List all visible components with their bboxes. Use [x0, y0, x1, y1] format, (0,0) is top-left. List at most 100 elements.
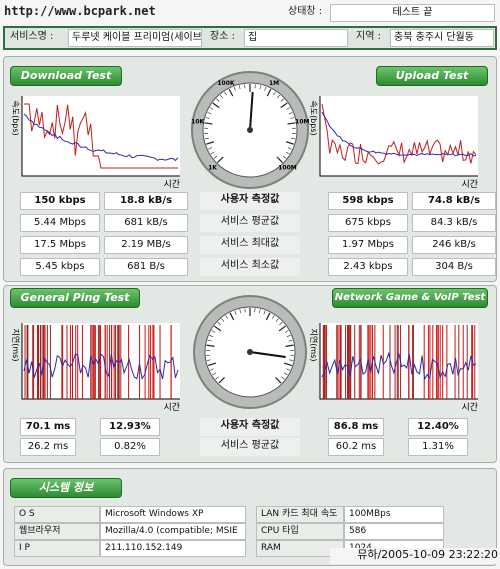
gauge-tick: [213, 155, 218, 159]
gauge-tick: [288, 112, 293, 115]
chart-area: [320, 96, 478, 176]
value-cell: 60.2 ms: [328, 438, 384, 456]
x-axis-label: 시간: [461, 402, 478, 413]
info-value: 100MBps: [344, 506, 444, 523]
gauge-tick: [216, 98, 220, 102]
gauge-tick: [206, 359, 211, 361]
gauge-tick: [259, 85, 262, 90]
chart-axis: [21, 323, 180, 400]
gauge-tick: [279, 321, 283, 326]
value-cell: 86.8 ms: [328, 418, 384, 436]
gauge-tick: [208, 147, 212, 150]
gauge-tick: [275, 318, 279, 322]
gauge-tick: [266, 88, 272, 97]
gauge-tick: [284, 362, 293, 367]
chart-area: [320, 323, 478, 399]
gauge-tick: [210, 151, 215, 155]
value-cell: 1.97 Mbps: [328, 236, 408, 254]
status-value: 테스트 끝: [330, 4, 495, 22]
gauge-tick: [286, 368, 291, 371]
gauge-tick: [264, 86, 267, 91]
value-cell: 12.40%: [408, 418, 468, 436]
row-label: 서비스 평균값: [200, 438, 300, 456]
gauge-tick: [238, 85, 241, 90]
value-cell: 150 kbps: [20, 192, 100, 210]
gauge-label: 10K: [191, 119, 204, 126]
system-info-button: 시스템 정보: [10, 478, 122, 498]
gauge-tick: [285, 151, 290, 155]
value-cell: 1.31%: [408, 438, 468, 456]
info-value: 211.110.152.149: [100, 540, 246, 557]
place-value: 집: [244, 29, 348, 47]
gauge-tick: [271, 315, 275, 319]
x-axis-label: 시간: [461, 179, 478, 190]
chart-axis: [319, 96, 478, 177]
gauge-tick: [278, 325, 286, 332]
x-axis-label: 시간: [163, 402, 180, 413]
row-label: 서비스 평균값: [200, 214, 300, 232]
gauge-tick: [205, 117, 210, 119]
gauge-label: 1M: [269, 80, 279, 87]
side-label: 손실율: [395, 418, 407, 458]
gauge-tick: [217, 156, 224, 163]
gauge-tick: [275, 377, 282, 384]
gauge-tick: [212, 102, 220, 109]
y-axis-label: 지연(ms): [11, 329, 20, 362]
value-cell: 74.8 kB/s: [412, 192, 496, 210]
info-label: 웹브라우저: [14, 523, 100, 540]
gauge-tick: [280, 98, 284, 102]
chart-axis: [21, 96, 180, 177]
gauge-tick: [283, 372, 288, 376]
value-cell: 18.8 kB/s: [104, 192, 188, 210]
value-cell: 12.93%: [100, 418, 160, 436]
row-label: 사용자 측정값: [200, 192, 300, 210]
gauge-tick: [282, 155, 287, 159]
gauge-tick: [290, 117, 295, 119]
info-label: CPU 타입: [256, 523, 344, 540]
trace-blue: [23, 353, 179, 380]
side-label: 지연: [7, 418, 19, 458]
gauge-tick: [211, 330, 216, 333]
trace-blue: [321, 111, 477, 157]
gauge-tick: [285, 141, 294, 145]
y-axis-label: 속도(bps): [11, 100, 20, 135]
value-cell: 304 B/s: [412, 258, 496, 276]
status-label: 상태창 :: [288, 6, 323, 17]
gauge-tick: [214, 325, 222, 332]
gauge-tick: [206, 141, 215, 145]
gauge-tick: [212, 372, 217, 376]
side-label: 손실율: [87, 418, 99, 458]
gauge-tick: [209, 368, 214, 371]
info-value: 586: [344, 523, 444, 540]
value-cell: 2.43 kbps: [328, 258, 408, 276]
gauge-tick: [276, 156, 283, 163]
gauge-tick: [280, 102, 288, 109]
gauge-hub: [247, 127, 253, 133]
y-axis-label: 속도(bps): [309, 100, 318, 135]
info-label: LAN 카드 최대 속도: [256, 506, 344, 523]
chart-area: [22, 96, 180, 176]
gauge-tick: [215, 376, 219, 380]
gauge-tick: [224, 91, 227, 96]
gauge-tick: [221, 318, 225, 322]
value-cell: 675 kbps: [328, 214, 408, 232]
gauge-tick: [288, 147, 292, 150]
value-cell: 5.45 kbps: [20, 258, 100, 276]
gauge-tick: [233, 86, 236, 91]
value-cell: 246 kB/s: [412, 236, 496, 254]
gauge-tick: [225, 315, 229, 319]
ping-test-button: General Ping Test: [10, 288, 140, 308]
info-value: Mozilla/4.0 (compatible; MSIE: [100, 523, 246, 540]
gauge-label: 100M: [278, 164, 297, 171]
gauge-tick: [285, 344, 294, 347]
value-cell: 2.19 MB/s: [104, 236, 188, 254]
gauge-tick: [281, 376, 285, 380]
gauge-tick: [209, 107, 214, 110]
gauge-tick: [204, 137, 209, 140]
value-cell: 17.5 Mbps: [20, 236, 100, 254]
gauge-tick: [277, 94, 281, 99]
gauge-tick: [239, 309, 241, 314]
trace-blue: [23, 113, 179, 162]
gauge-tick: [286, 107, 291, 110]
